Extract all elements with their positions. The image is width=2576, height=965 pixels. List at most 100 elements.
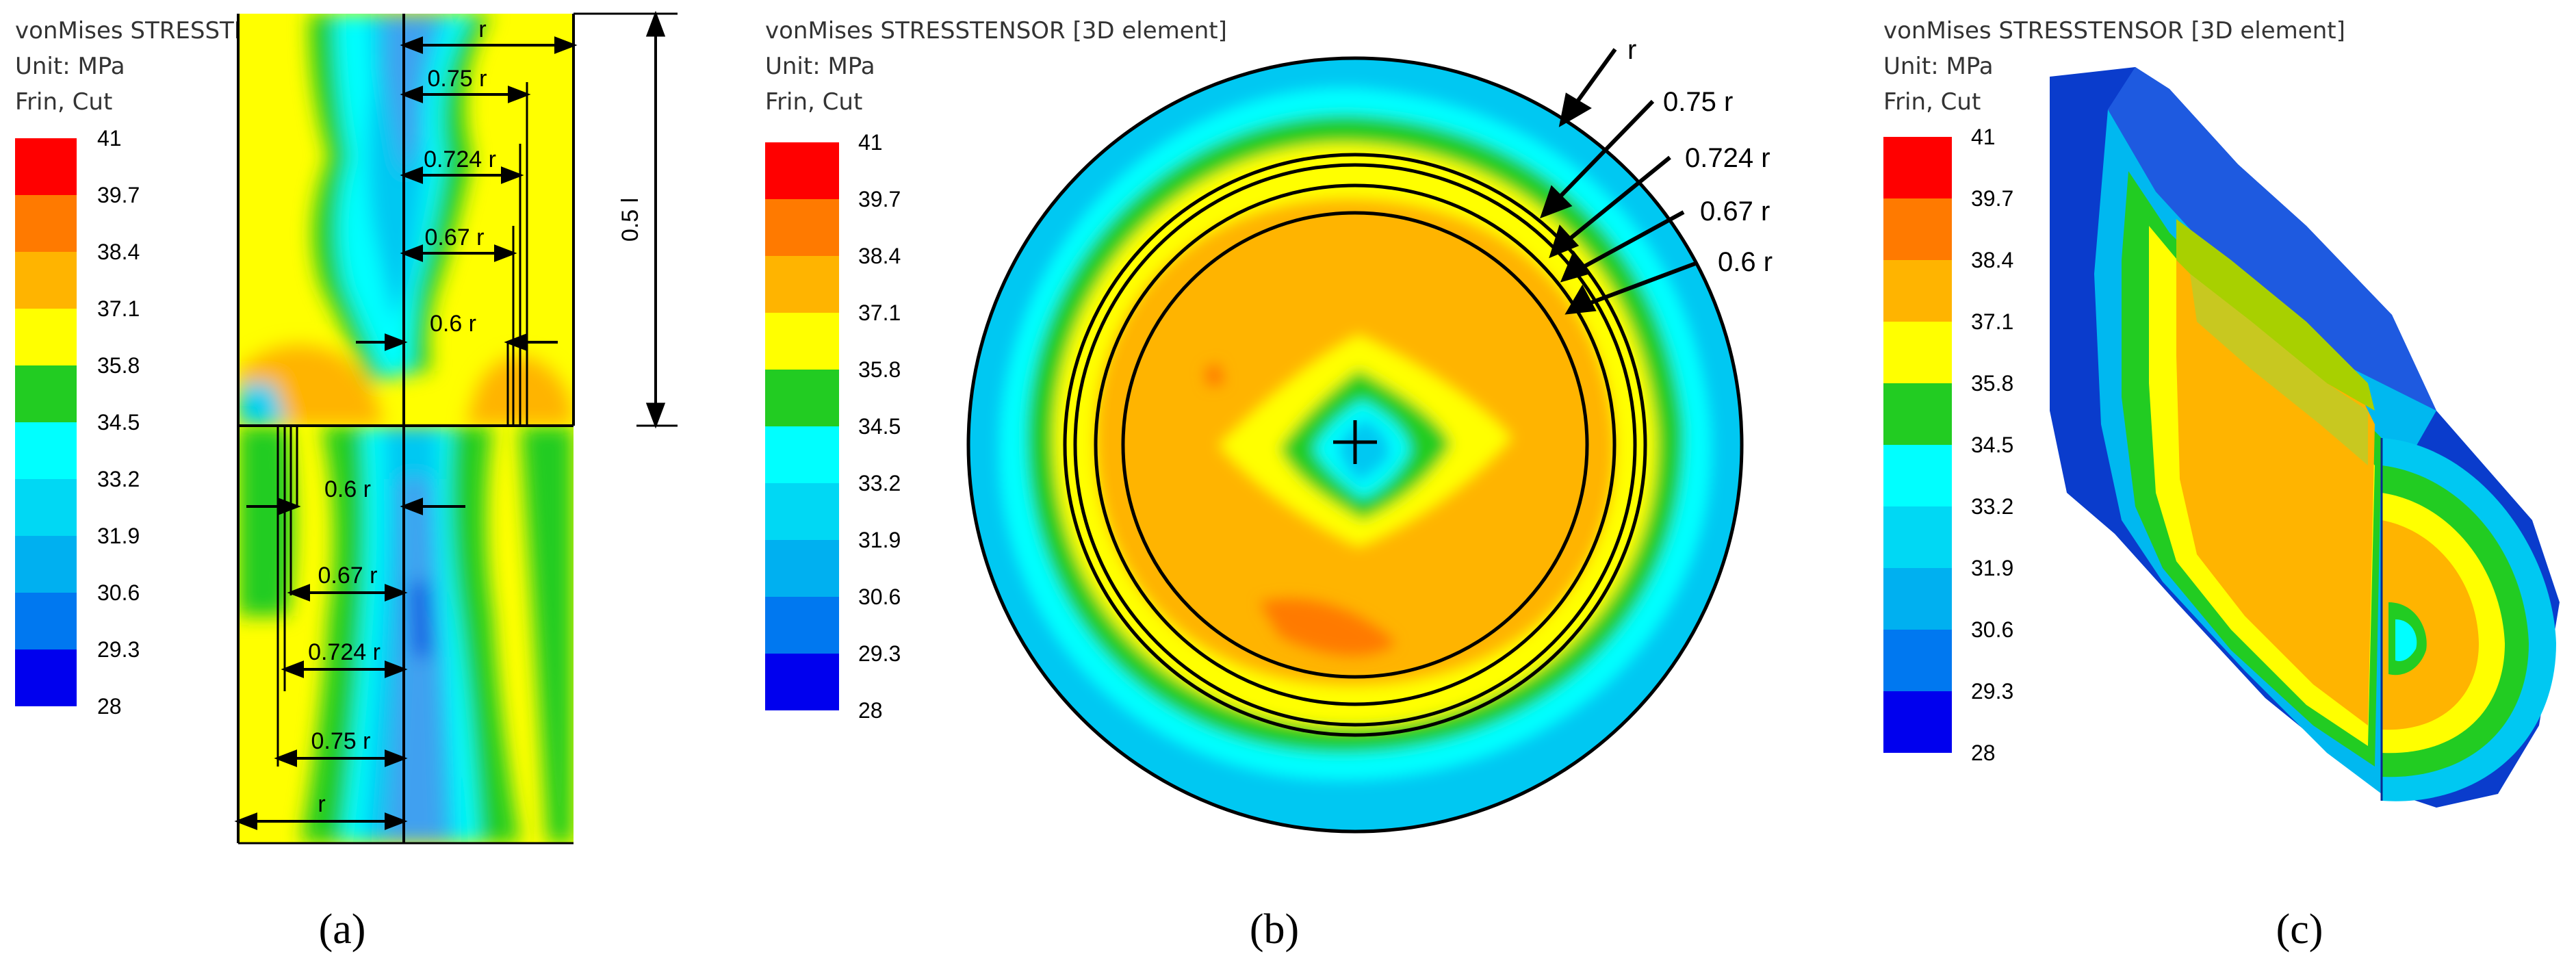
ring-label: 0.6 r	[1718, 247, 1773, 277]
legend-a-swatch-9	[15, 593, 77, 649]
legend-b-swatch-3	[765, 256, 839, 313]
panel-a-contour-bottom	[238, 426, 574, 843]
ring-label: 0.75 r	[1663, 87, 1733, 117]
legend-c-tick: 35.8	[1971, 371, 2013, 396]
legend-c-tick: 30.6	[1971, 617, 2013, 642]
legend-a-tick: 29.3	[97, 637, 140, 662]
legend-b-swatch-1	[765, 142, 839, 199]
legend-b-tick: 34.5	[858, 414, 901, 439]
legend-b-swatch-9	[765, 597, 839, 654]
legend-b-swatch-10	[765, 654, 839, 710]
ring-075r	[1063, 153, 1647, 737]
center-cross-icon	[1333, 420, 1377, 464]
legend-c-tick: 29.3	[1971, 679, 2013, 704]
legend-a-tick: 41	[97, 126, 122, 151]
panel-b-circles	[966, 56, 1744, 834]
legend-b-tick: 38.4	[858, 244, 901, 268]
legend-c-swatch-9	[1883, 630, 1952, 691]
legend-c-tick: 37.1	[1971, 309, 2013, 334]
legend-a-swatches	[15, 138, 77, 706]
legend-b-tick: 33.2	[858, 471, 901, 496]
legend-c: 41 39.7 38.4 37.1 35.8 34.5 33.2 31.9 30…	[1883, 125, 2013, 765]
legend-b-swatch-5	[765, 370, 839, 426]
ring-0724r	[1073, 163, 1637, 727]
legend-a-swatch-7	[15, 479, 77, 536]
panel-a: vonMises STRESSTENSOR [3D element] Unit:…	[15, 10, 678, 953]
legend-b-tick: 37.1	[858, 300, 901, 325]
legend-b-tick: 30.6	[858, 584, 901, 609]
legend-c-swatch-4	[1883, 322, 1952, 383]
dim-label: 0.67 r	[318, 563, 378, 589]
legend-a-swatch-4	[15, 309, 77, 365]
caption-a: (a)	[319, 906, 366, 953]
panel-b-title: vonMises STRESSTENSOR [3D element]	[765, 17, 1227, 44]
panel-a-top-dims	[356, 36, 578, 351]
dim-label: 0.75 r	[428, 66, 487, 92]
panel-c-mode: Frin, Cut	[1883, 88, 1981, 116]
legend-a-tick: 35.8	[97, 353, 140, 378]
dim-arrowhead	[400, 36, 423, 54]
legend-c-swatch-2	[1883, 198, 1952, 260]
dim-label: 0.75 r	[311, 728, 371, 754]
ring-label: 0.67 r	[1700, 196, 1770, 227]
dim-label: 0.724 r	[424, 146, 496, 172]
panel-b: vonMises STRESSTENSOR [3D element] Unit:…	[765, 17, 1773, 953]
legend-a-tick: 38.4	[97, 240, 140, 264]
legend-a-swatch-1	[15, 138, 77, 195]
legend-a-tick: 31.9	[97, 524, 140, 548]
legend-b-tick: 39.7	[858, 187, 901, 211]
legend-a-tick: 30.6	[97, 580, 140, 605]
legend-b-swatch-6	[765, 426, 839, 483]
legend-c-swatch-5	[1883, 383, 1952, 445]
panel-a-unit: Unit: MPa	[15, 53, 125, 80]
legend-a-swatch-3	[15, 252, 77, 309]
legend-b-swatch-8	[765, 540, 839, 597]
legend-a-swatch-6	[15, 422, 77, 479]
panel-c: vonMises STRESSTENSOR [3D element] Unit:…	[1883, 17, 2560, 953]
panel-b-leaders	[1540, 48, 1699, 315]
legend-c-tick: 31.9	[1971, 556, 2013, 580]
caption-c: (c)	[2276, 906, 2323, 953]
ring-label: r	[1627, 35, 1636, 65]
dim-label: 0.724 r	[308, 639, 381, 665]
panel-b-mode: Frin, Cut	[765, 88, 862, 116]
ring-06r	[1121, 211, 1589, 679]
dim-label: r	[318, 791, 325, 817]
dim-label: 0.67 r	[425, 224, 485, 250]
legend-a-swatch-5	[15, 365, 77, 422]
ring-label: 0.724 r	[1685, 143, 1770, 173]
panel-c-title: vonMises STRESSTENSOR [3D element]	[1883, 17, 2345, 44]
panel-a-mode: Frin, Cut	[15, 88, 112, 116]
legend-c-tick: 33.2	[1971, 494, 2013, 519]
legend-c-swatch-10	[1883, 691, 1952, 753]
length-label: 0.5 l	[617, 198, 643, 242]
caption-b: (b)	[1250, 906, 1299, 953]
panel-b-ring-labels: r 0.75 r 0.724 r 0.67 r 0.6 r	[1627, 35, 1773, 277]
legend-a-tick: 37.1	[97, 296, 140, 321]
panel-a-contour-top	[238, 14, 574, 426]
legend-c-swatch-8	[1883, 568, 1952, 630]
legend-c-tick: 39.7	[1971, 186, 2013, 211]
legend-c-tick: 38.4	[1971, 248, 2013, 272]
panel-c-unit: Unit: MPa	[1883, 53, 1994, 80]
legend-a-swatch-2	[15, 195, 77, 252]
legend-c-swatch-6	[1883, 445, 1952, 506]
panel-a-frame	[237, 14, 575, 845]
legend-a-swatch-8	[15, 536, 77, 593]
panel-a-length-dim	[574, 10, 678, 429]
legend-a-swatch-10	[15, 649, 77, 706]
panel-a-bottom-dim-labels: 0.6 r 0.67 r 0.724 r 0.75 r r	[308, 476, 381, 817]
dim-label: r	[478, 16, 486, 42]
legend-a-tick: 33.2	[97, 467, 140, 491]
legend-b-swatch-4	[765, 313, 839, 370]
panel-a-bottom-dims	[234, 498, 465, 830]
legend-b-tick: 28	[858, 698, 883, 723]
legend-b-tick: 35.8	[858, 357, 901, 382]
dim-arrowhead	[554, 36, 578, 54]
ring-067r	[1094, 183, 1617, 706]
legend-b: 41 39.7 38.4 37.1 35.8 34.5 33.2 31.9 30…	[765, 130, 901, 723]
panel-b-unit: Unit: MPa	[765, 53, 875, 80]
panel-a-bottom-ref-lines	[276, 426, 298, 767]
legend-c-tick: 41	[1971, 125, 1996, 149]
legend-a-ticks: 41 39.7 38.4 37.1 35.8 34.5 33.2 31.9 30…	[97, 126, 140, 719]
